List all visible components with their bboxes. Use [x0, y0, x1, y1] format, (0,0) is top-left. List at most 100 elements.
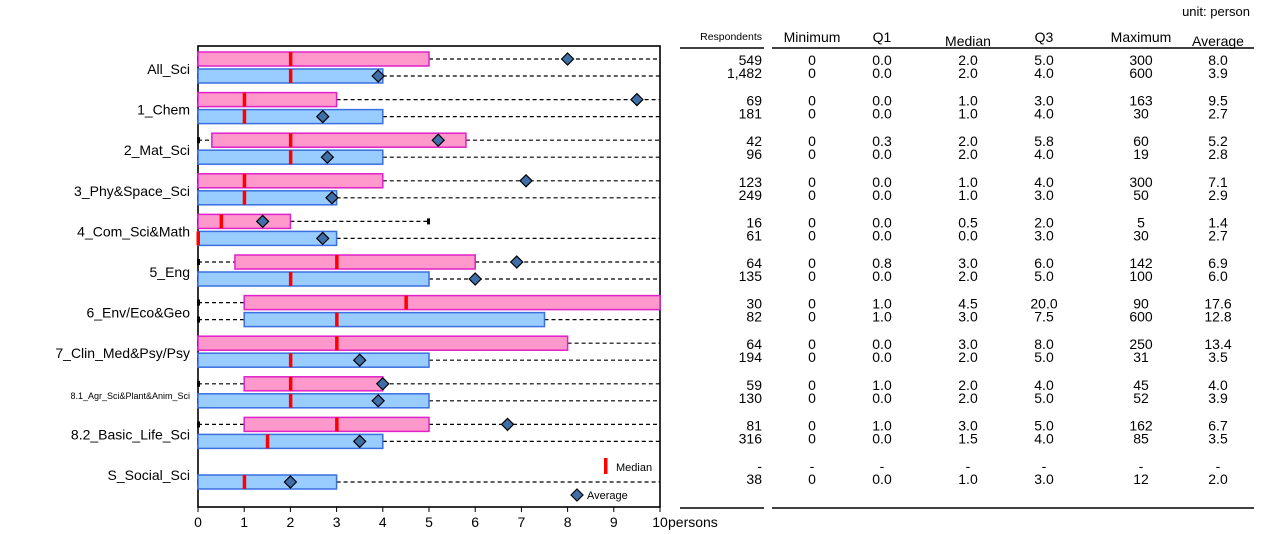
category-label: S_Social_Sci	[108, 467, 191, 483]
pink-median-mark	[288, 133, 293, 148]
cell-pink-max: 162	[1129, 417, 1153, 433]
cell-pink-avg: 1.4	[1208, 214, 1228, 230]
pink-average-marker	[431, 133, 446, 148]
cell-pink-q3: 2.0	[1034, 214, 1054, 230]
cell-pink-q1: 1.0	[872, 417, 892, 433]
cell-pink-avg: 13.4	[1204, 336, 1231, 352]
cell-pink-resp: 64	[746, 336, 762, 352]
x-tick-label: 5	[425, 514, 433, 530]
pink-median-mark	[335, 336, 339, 351]
cell-blue-avg: 6.0	[1208, 268, 1228, 284]
cell-pink-min: 0	[808, 174, 816, 190]
cell-pink-min: -	[810, 458, 815, 474]
cell-blue-avg: 2.7	[1208, 227, 1228, 243]
category-label: 8.2_Basic_Life_Sci	[71, 426, 190, 442]
blue-min-cap	[197, 316, 200, 323]
cell-blue-min: 0	[808, 309, 816, 325]
pink-average-marker	[519, 173, 533, 188]
cell-pink-avg: 4.0	[1208, 377, 1228, 393]
pink-box	[243, 294, 661, 311]
cell-blue-median: 2.0	[958, 146, 978, 162]
cell-pink-avg: 9.5	[1208, 93, 1228, 109]
blue-average-marker	[468, 272, 483, 286]
cell-pink-max: 300	[1129, 52, 1153, 68]
cell-blue-q3: 5.0	[1034, 349, 1054, 365]
cell-blue-q3: 3.0	[1034, 187, 1054, 203]
cell-pink-q1: 0.0	[872, 214, 892, 230]
cell-pink-median: 1.0	[958, 93, 978, 109]
cell-blue-q3: 5.0	[1034, 390, 1054, 406]
cell-blue-q3: 5.0	[1034, 268, 1054, 284]
cell-blue-max: 600	[1129, 309, 1153, 325]
category-label: 1_Chem	[137, 102, 190, 118]
cell-blue-max: 50	[1133, 187, 1149, 203]
pink-max-cap	[427, 218, 430, 225]
cell-pink-max: 90	[1133, 296, 1149, 312]
cell-pink-min: 0	[808, 296, 816, 312]
cell-pink-min: 0	[808, 214, 816, 230]
cell-pink-q3: 5.0	[1034, 417, 1054, 433]
cell-pink-min: 0	[808, 336, 816, 352]
cell-pink-avg: 17.6	[1204, 296, 1231, 312]
cell-pink-median: -	[966, 458, 971, 474]
cell-blue-median: 2.0	[958, 390, 978, 406]
cell-blue-min: 0	[808, 227, 816, 243]
blue-average-marker	[325, 190, 339, 205]
cell-pink-resp: -	[757, 458, 762, 474]
cell-blue-q1: 0.0	[872, 187, 892, 203]
cell-blue-q3: 4.0	[1034, 106, 1054, 122]
cell-blue-min: 0	[808, 106, 816, 122]
cell-pink-max: 5	[1137, 214, 1145, 230]
blue-box	[197, 271, 430, 287]
blue-median-mark	[242, 475, 247, 489]
x-tick-label: 6	[471, 514, 479, 530]
cell-blue-q3: 7.5	[1034, 309, 1054, 325]
blue-median-mark	[288, 150, 293, 165]
blue-box	[197, 230, 338, 247]
cell-blue-q1: 0.0	[872, 106, 892, 122]
cell-pink-q3: 4.0	[1034, 377, 1054, 393]
blue-median-mark	[335, 312, 339, 327]
cell-pink-avg: -	[1216, 458, 1221, 474]
pink-median-mark	[219, 214, 224, 229]
cell-pink-q3: 6.0	[1034, 255, 1054, 271]
x-tick-label: 7	[518, 514, 526, 530]
cell-blue-q1: 0.0	[872, 227, 892, 243]
cell-blue-min: 0	[808, 146, 816, 162]
cell-blue-median: 2.0	[958, 349, 978, 365]
cell-pink-min: 0	[808, 133, 816, 149]
cell-blue-max: 30	[1133, 106, 1149, 122]
pink-average-marker	[509, 255, 524, 269]
cell-blue-q1: 0.0	[872, 390, 892, 406]
pink-median-mark	[335, 255, 339, 269]
cell-pink-avg: 7.1	[1208, 174, 1228, 190]
cell-blue-avg: 2.8	[1208, 146, 1228, 162]
cell-blue-resp: 61	[746, 227, 762, 243]
cell-pink-max: 250	[1129, 336, 1153, 352]
cell-pink-median: 2.0	[958, 377, 978, 393]
cell-blue-median: 1.0	[958, 106, 978, 122]
cell-pink-q1: 0.0	[872, 174, 892, 190]
category-label: 8.1_Agr_Sci&Plant&Anim_Sci	[70, 391, 190, 401]
cell-pink-resp: 59	[746, 377, 762, 393]
pink-average-marker	[630, 92, 644, 107]
table-header-min: Minimum	[784, 29, 841, 45]
cell-pink-q1: 1.0	[872, 377, 892, 393]
cell-blue-min: 0	[808, 65, 816, 81]
unit-note: unit: person	[1182, 4, 1250, 19]
cell-pink-median: 4.5	[958, 296, 978, 312]
cell-blue-q3: 3.0	[1034, 471, 1054, 487]
cell-blue-max: 85	[1133, 430, 1149, 446]
cell-pink-resp: 42	[746, 133, 762, 149]
cell-pink-min: 0	[808, 377, 816, 393]
cell-pink-min: 0	[808, 52, 816, 68]
pink-median-mark	[288, 52, 293, 66]
cell-pink-q1: 0.3	[872, 133, 892, 149]
category-label: 7_Clin_Med&Psy/Psy	[55, 345, 190, 361]
cell-blue-median: 2.0	[958, 65, 978, 81]
table-header-max: Maximum	[1111, 29, 1172, 45]
cell-pink-max: -	[1139, 458, 1144, 474]
blue-box	[243, 311, 546, 328]
pink-average-marker	[375, 376, 390, 391]
cell-pink-max: 142	[1129, 255, 1153, 271]
